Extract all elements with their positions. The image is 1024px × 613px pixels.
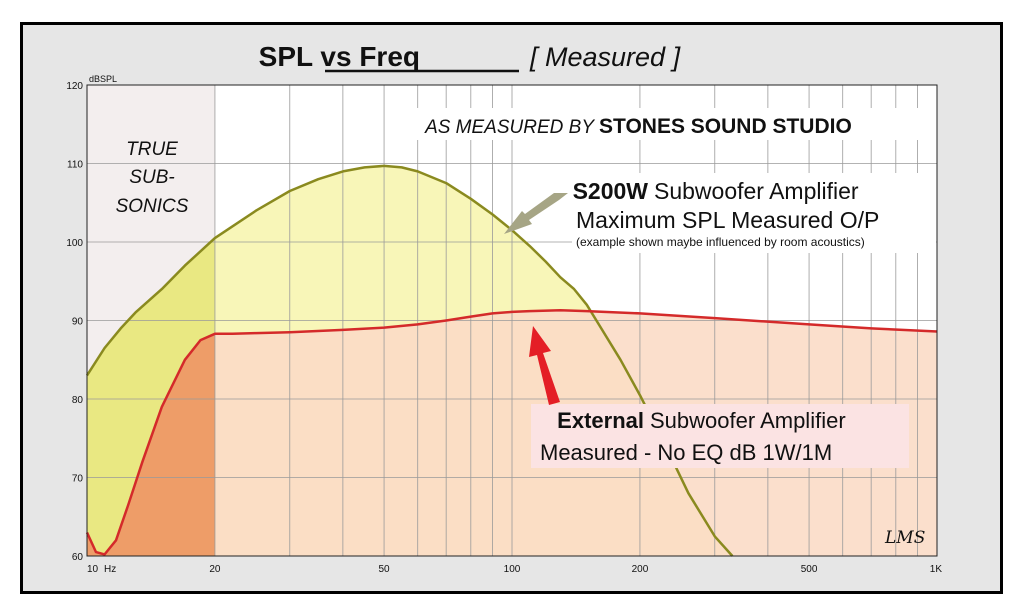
y-tick-label: 120 — [66, 81, 83, 92]
x-tick-label: 100 — [504, 564, 521, 575]
region-label-line-2: SUB- — [129, 167, 174, 188]
y-tick-labels: 60 70 80 90 100 110 120 — [66, 81, 83, 563]
chart-subtitle: [ Measured ] — [529, 42, 682, 72]
x-tick-label: 200 — [632, 564, 649, 575]
x-tick-label: 1K — [930, 564, 943, 575]
plot-border-rect — [86, 84, 938, 557]
series-line-s200w — [85, 164, 734, 557]
y-tick-label: 70 — [72, 474, 84, 485]
y-tick-label: 80 — [72, 395, 84, 406]
x-tick-label: 50 — [378, 564, 390, 575]
s200w-label-rest: Subwoofer Amplifier — [654, 178, 859, 204]
header-note-studio: STONES SOUND STUDIO — [599, 115, 852, 138]
s200w-arrow — [504, 193, 568, 234]
series-line-external — [85, 309, 938, 556]
header-note-prefix: AS MEASURED BY — [424, 117, 595, 138]
y-tick-label: 110 — [67, 160, 83, 171]
s200w-annotation-box — [572, 173, 936, 253]
signature: LMS — [884, 528, 925, 548]
y-tick-label: 100 — [66, 238, 83, 249]
external-label-rest: Subwoofer Amplifier — [650, 408, 846, 433]
series-lines — [85, 164, 938, 557]
external-arrow — [529, 326, 560, 405]
x-axis-label: Hz — [104, 564, 116, 575]
s200w-label-bold: S200W — [573, 178, 649, 204]
header-note-box — [415, 108, 927, 140]
chart-title: SPL vs Freq — [259, 41, 420, 72]
external-label-line-2: Measured - No EQ dB 1W/1M — [540, 440, 832, 465]
x-tick-label: 10 — [87, 564, 99, 575]
x-tick-label: 500 — [801, 564, 818, 575]
plot-border — [86, 84, 938, 557]
y-tick-label: 60 — [72, 552, 84, 563]
external-annotation-box — [531, 404, 909, 468]
region-label-line-3: SONICS — [116, 196, 189, 217]
x-tick-labels: 10 20 50 100 200 500 1K — [87, 564, 942, 575]
y-axis-label: dBSPL — [89, 74, 117, 84]
y-tick-label: 90 — [72, 317, 84, 328]
s200w-label-note: (example shown maybe influenced by room … — [576, 235, 865, 249]
region-label-line-1: TRUE — [126, 139, 178, 160]
series-region-fill-external — [87, 333, 215, 556]
x-tick-label: 20 — [209, 564, 221, 575]
external-label-bold: External — [557, 408, 644, 433]
s200w-label-line-2: Maximum SPL Measured O/P — [576, 207, 879, 233]
